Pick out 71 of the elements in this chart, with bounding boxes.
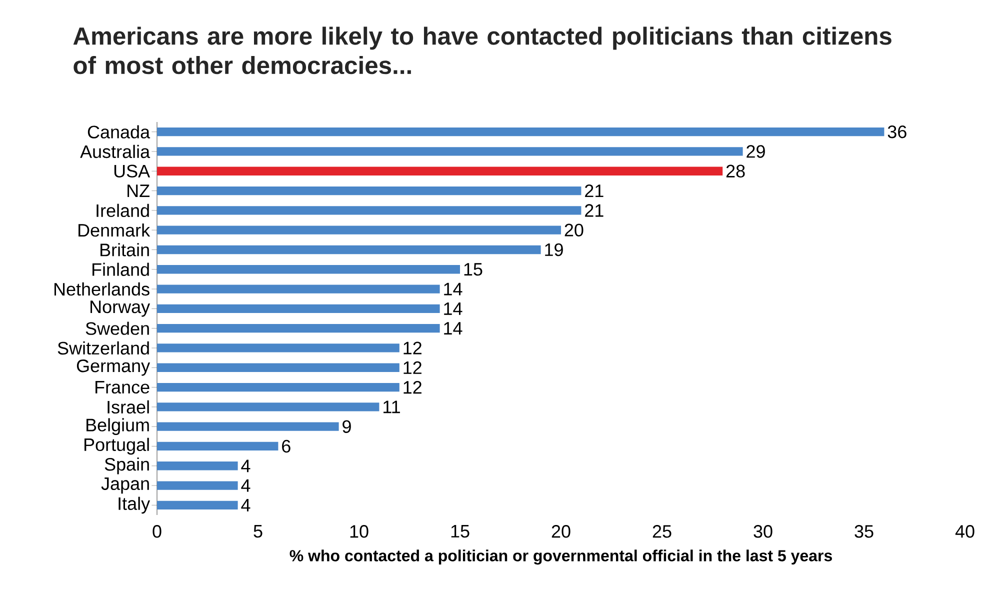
data-label: 29 [746, 145, 765, 158]
y-tick-label: Canada [88, 125, 150, 138]
x-tick-label: 40 [955, 525, 974, 538]
data-label: 19 [545, 243, 563, 256]
bar [157, 344, 400, 352]
data-label: 14 [444, 322, 462, 335]
bar [157, 442, 278, 451]
data-label: 36 [888, 125, 906, 138]
data-label: 20 [564, 224, 584, 236]
y-tick-label: Switzerland [58, 341, 149, 355]
y-tick-label: NZ [128, 184, 150, 197]
data-label: 12 [404, 342, 422, 354]
bar [157, 481, 238, 490]
x-tick-label: 20 [552, 525, 570, 538]
y-tick-label: Denmark [78, 223, 150, 237]
x-tick-label: 35 [854, 525, 874, 538]
y-tick-label: USA [114, 164, 150, 178]
bar [157, 363, 400, 372]
x-tick-label: 15 [451, 525, 470, 538]
bar [157, 284, 440, 294]
y-tick-label: Belgium [86, 418, 149, 435]
y-tick-label: Norway [90, 300, 150, 317]
data-label: 14 [444, 302, 462, 315]
bar [157, 304, 440, 314]
bar [157, 402, 380, 412]
data-label: 4 [241, 479, 250, 492]
data-label: 14 [444, 282, 462, 296]
x-tick-label: 10 [350, 525, 368, 538]
y-tick-label: Finland [92, 262, 149, 276]
x-tick-label: 0 [152, 525, 162, 538]
bar [157, 166, 723, 176]
y-tick-label: France [96, 381, 150, 394]
y-tick-label: Ireland [96, 204, 149, 218]
bar [157, 206, 582, 215]
data-label: 12 [404, 361, 422, 374]
y-tick-label: Netherlands [54, 282, 150, 296]
data-label: 4 [241, 460, 250, 472]
bar [157, 226, 562, 234]
bar [157, 462, 238, 470]
data-label: 21 [585, 204, 604, 217]
y-tick-label: Portugal [84, 438, 149, 455]
bar [157, 127, 884, 136]
y-tick-label: Israel [108, 400, 149, 414]
bar [157, 147, 743, 156]
y-tick-label: Britain [100, 243, 149, 256]
data-label: 12 [404, 380, 422, 394]
data-label: 4 [241, 498, 250, 512]
y-tick-label: Japan [101, 477, 149, 494]
x-tick-label: 5 [254, 525, 262, 538]
bar [157, 382, 400, 392]
bar [157, 422, 339, 431]
x-tick-label: 30 [754, 525, 772, 538]
bar [157, 186, 582, 196]
x-tick-label: 25 [652, 525, 672, 538]
y-tick-label: Sweden [86, 322, 149, 335]
y-tick-label: Germany [76, 359, 150, 376]
bar [157, 500, 238, 510]
chart-title: Americans are more likely to have contacted politicians than citizens of most other democracies... [73, 26, 892, 74]
y-tick-label: Italy [118, 496, 150, 514]
x-axis-title: % who contacted a politician or governmental official in the last 5 years [290, 550, 832, 565]
data-label: 21 [585, 184, 604, 198]
data-label: 28 [726, 164, 745, 178]
data-label: 9 [342, 420, 351, 433]
bar [157, 245, 541, 254]
bar [157, 265, 460, 274]
y-tick-label: Australia [80, 144, 150, 158]
data-label: 15 [464, 263, 482, 276]
bar [157, 324, 440, 333]
data-label: 6 [282, 440, 290, 453]
y-tick-label: Spain [104, 457, 149, 474]
data-label: 11 [384, 400, 400, 414]
